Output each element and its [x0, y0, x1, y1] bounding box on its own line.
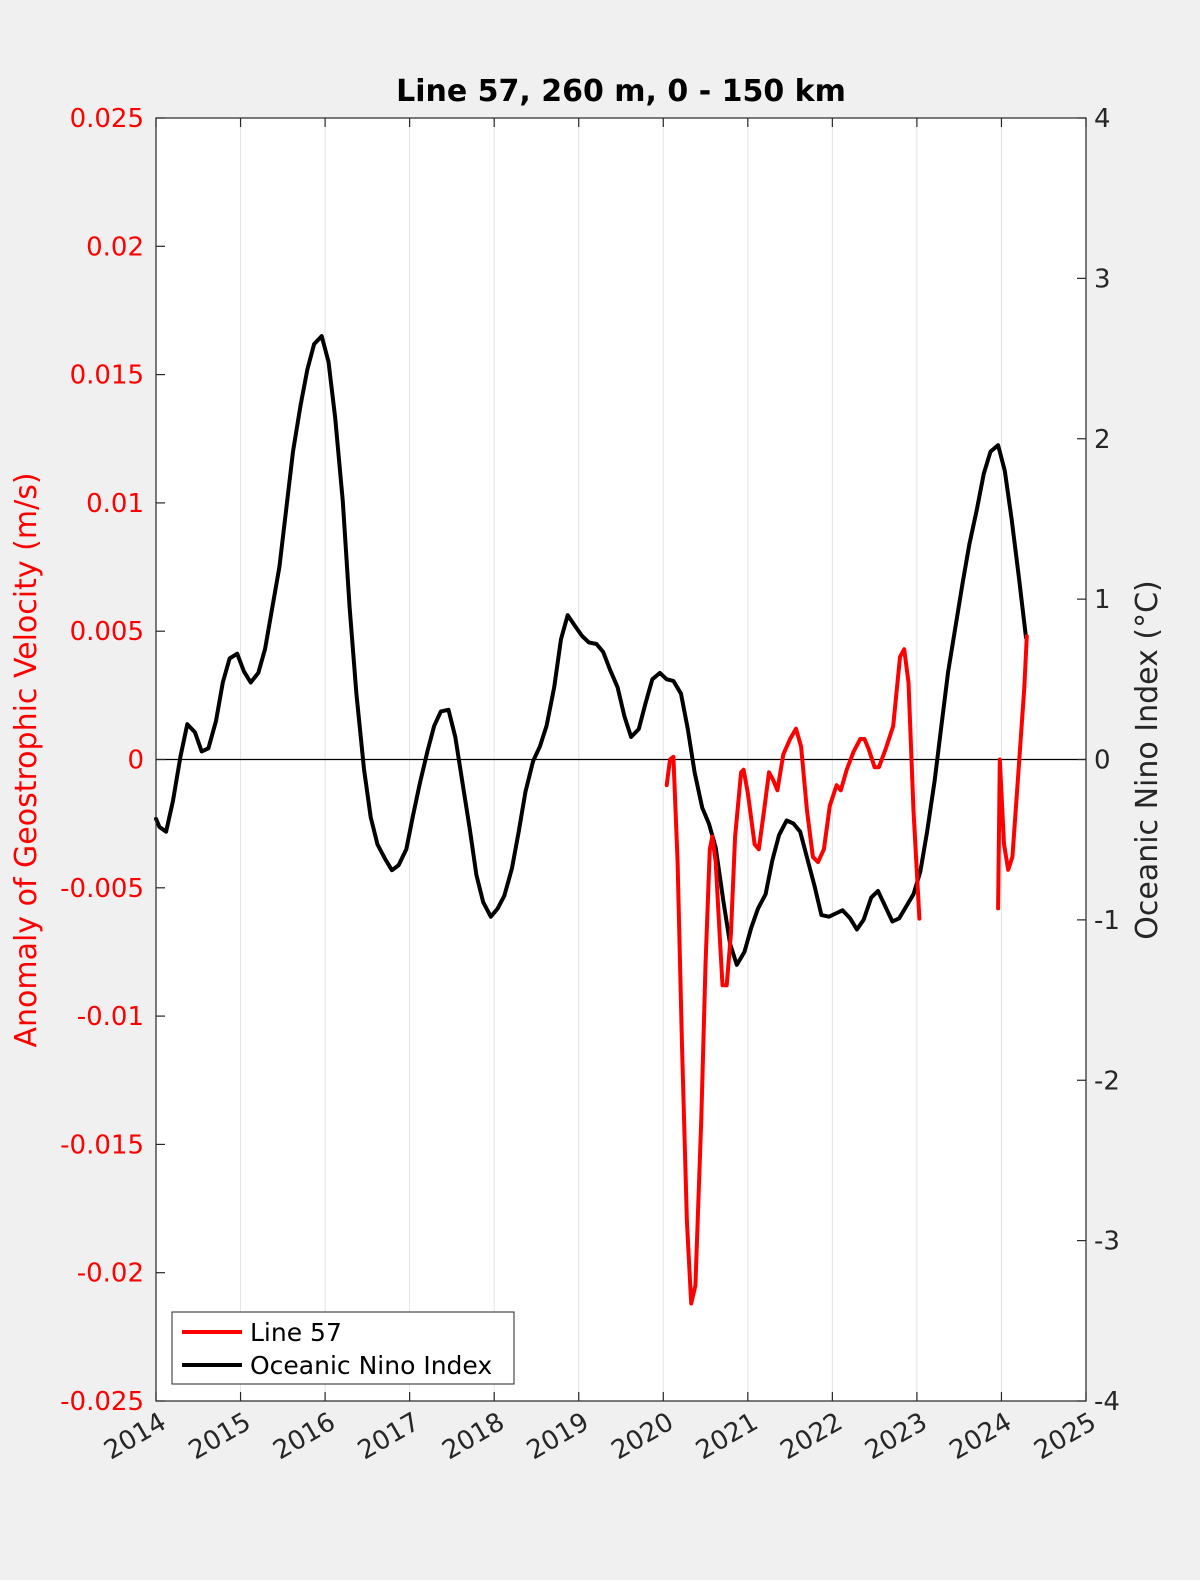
- x-tick-label: 2016: [268, 1407, 340, 1466]
- left-tick-label: -0.02: [77, 1259, 144, 1289]
- x-tick-label: 2022: [776, 1407, 848, 1466]
- chart-title: Line 57, 260 m, 0 - 150 km: [396, 74, 846, 109]
- left-tick-label: 0.015: [70, 361, 144, 391]
- series-line-line-57: [664, 647, 922, 1306]
- series-line-line-57: [996, 634, 1029, 911]
- right-tick-label: -1: [1094, 906, 1120, 936]
- right-tick-label: -2: [1094, 1066, 1120, 1096]
- right-tick-label: 2: [1094, 425, 1111, 455]
- left-tick-label: -0.015: [60, 1130, 144, 1160]
- series-line-oceanic-nino-index: [154, 334, 1028, 967]
- x-tick-label: 2020: [606, 1407, 678, 1466]
- right-tick-label: 3: [1094, 264, 1111, 294]
- right-tick-label: -3: [1094, 1227, 1120, 1257]
- left-tick-label: 0.02: [86, 232, 144, 262]
- left-tick-label: 0.025: [70, 104, 144, 134]
- x-tick-label: 2015: [184, 1407, 256, 1466]
- x-tick-label: 2023: [860, 1407, 932, 1466]
- right-axis: -4 -3 -2 -1 0 1 2 3 4: [1077, 104, 1120, 1417]
- legend: Line 57 Oceanic Nino Index: [171, 1311, 515, 1385]
- x-tick-label: 2025: [1029, 1407, 1101, 1466]
- x-tick-label: 2019: [522, 1407, 594, 1466]
- x-tick-label: 2021: [691, 1407, 763, 1466]
- x-tick-label: 2017: [353, 1407, 425, 1466]
- left-axis-label: Anomaly of Geostrophic Velocity (m/s): [9, 472, 44, 1047]
- left-tick-label: -0.025: [60, 1387, 144, 1417]
- left-tick-label: -0.01: [77, 1002, 144, 1032]
- x-tick-label: 2018: [437, 1407, 509, 1466]
- left-tick-label: 0.01: [86, 489, 144, 519]
- right-tick-label: 1: [1094, 585, 1111, 615]
- x-tick-label: 2024: [945, 1407, 1017, 1466]
- right-tick-label: -4: [1094, 1387, 1120, 1417]
- left-tick-label: 0.005: [70, 617, 144, 647]
- legend-label-line-57: Line 57: [250, 1318, 342, 1347]
- series-layer: [154, 334, 1029, 1306]
- legend-box: [171, 1311, 515, 1385]
- right-tick-label: 0: [1094, 746, 1111, 776]
- left-tick-label: -0.005: [60, 874, 144, 904]
- right-axis-label: Oceanic Nino Index (°C): [1130, 580, 1165, 940]
- legend-label-oni: Oceanic Nino Index: [250, 1351, 492, 1380]
- right-tick-label: 4: [1094, 104, 1111, 134]
- left-tick-label: 0: [127, 746, 144, 776]
- left-axis: -0.025 -0.02 -0.015 -0.01 -0.005 0 0.005 0.01 0.…: [60, 104, 165, 1417]
